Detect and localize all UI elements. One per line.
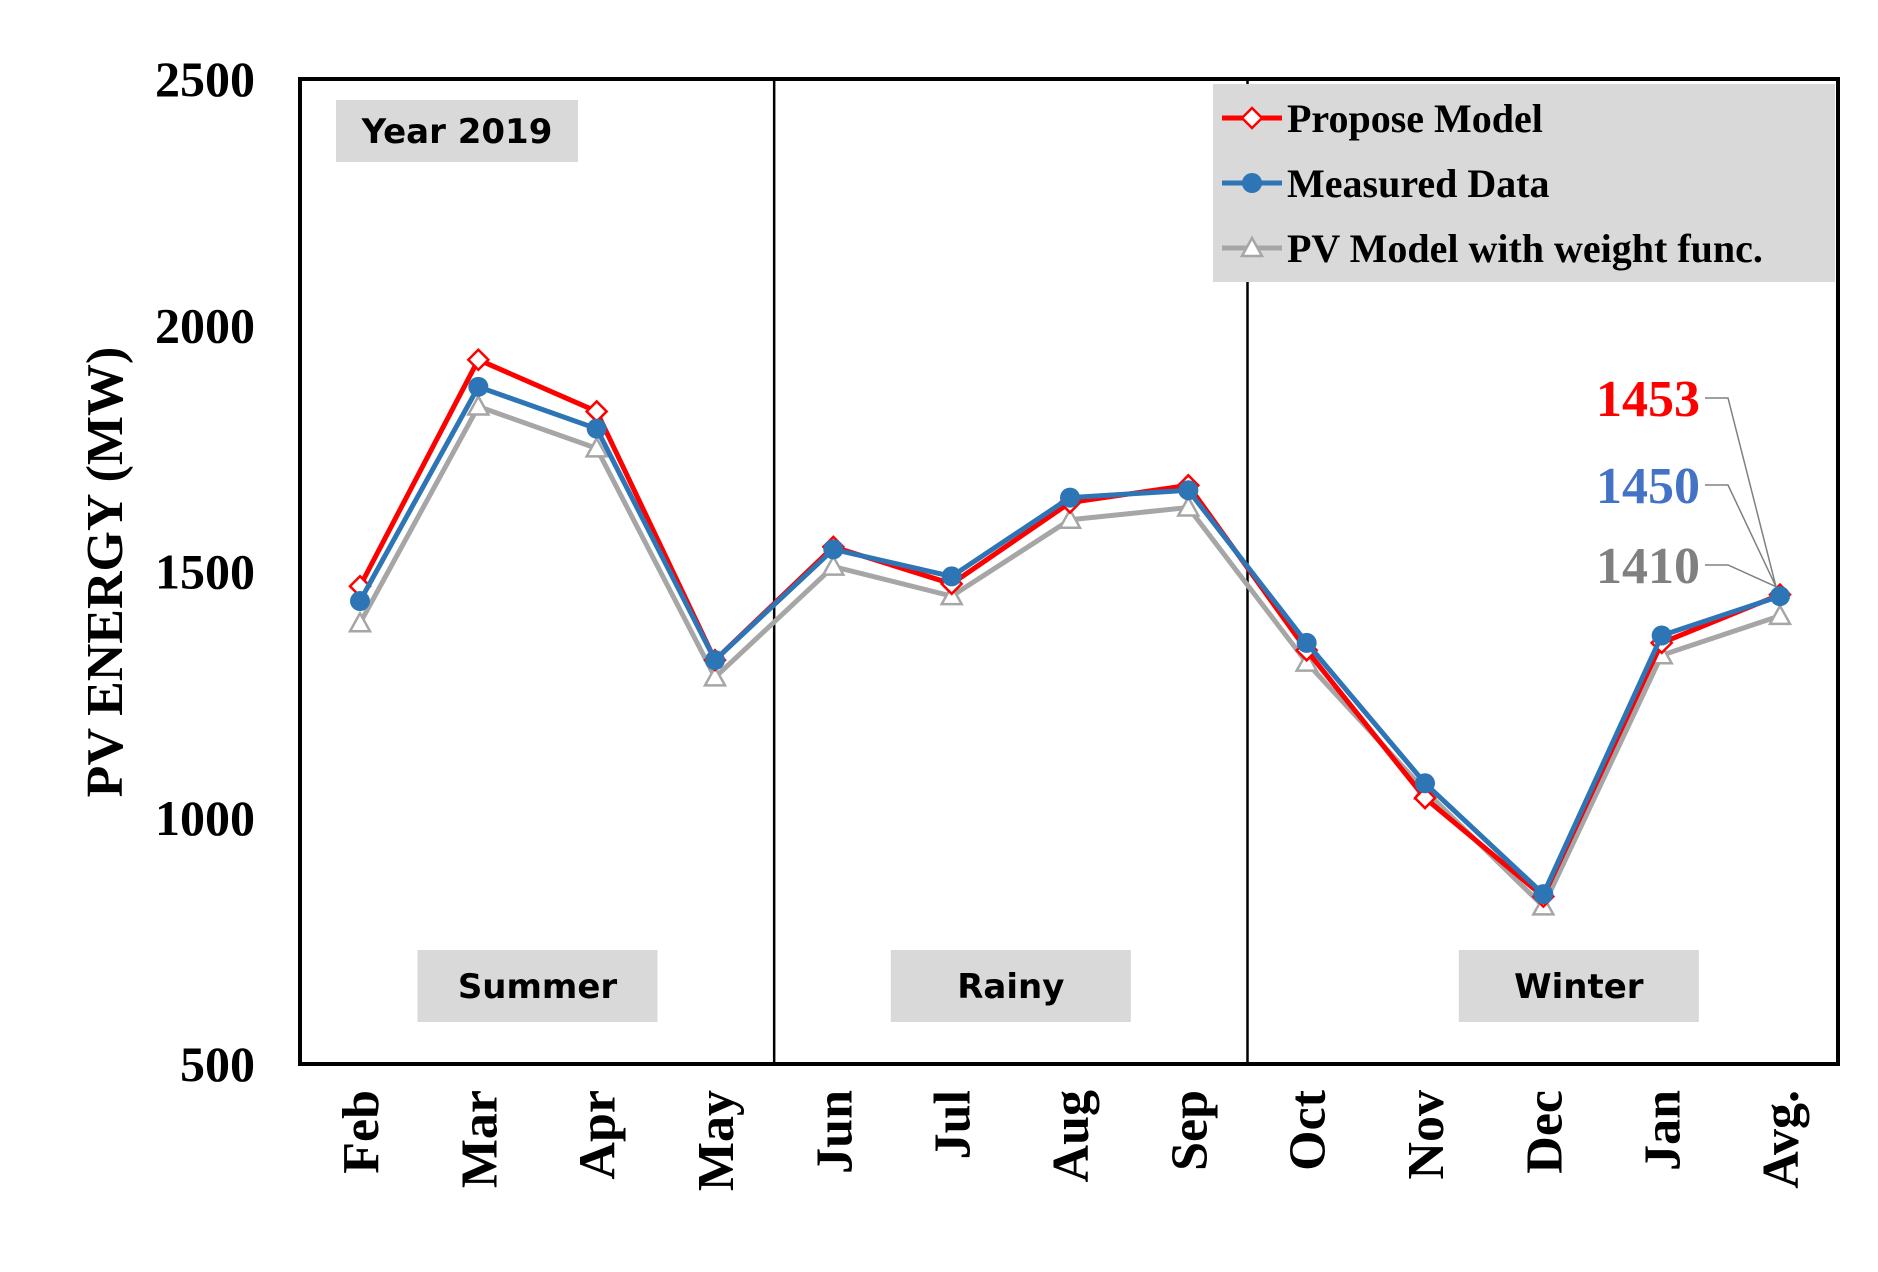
data-point [350, 591, 370, 612]
legend-entry: Propose Model [1222, 96, 1543, 141]
legend: Propose Model Measured Data PV Model with … [1213, 84, 1835, 282]
x-tick-label: Apr [570, 1090, 627, 1180]
season-label-summer: Summer [417, 950, 658, 1022]
leader-line [1705, 397, 1777, 587]
legend-box [1213, 84, 1835, 282]
avg-callout-1453: 1453 [1596, 371, 1777, 587]
y-axis-title: PV ENERGY (MW) [77, 347, 134, 798]
data-point [1176, 494, 1201, 517]
plot-frame [298, 77, 1840, 1066]
leader-line [1705, 564, 1777, 588]
data-point [466, 393, 491, 416]
data-point [466, 347, 491, 372]
data-point [1651, 625, 1672, 646]
series-line [357, 404, 1781, 909]
data-point [823, 539, 844, 560]
data-point [1767, 603, 1793, 626]
y-tick-label: 500 [180, 1036, 255, 1092]
avg-value-label: 1453 [1596, 371, 1700, 428]
legend-label: PV Model with weight func. [1287, 226, 1763, 271]
y-tick-label: 2500 [155, 51, 255, 107]
data-point [702, 664, 728, 687]
season-box [1458, 950, 1699, 1022]
data-point [1296, 632, 1317, 653]
data-point [1413, 786, 1437, 810]
y-tick-label: 2000 [155, 297, 255, 353]
data-point [1770, 586, 1790, 607]
x-tick-label: May [688, 1090, 745, 1191]
season-text: Rainy [957, 967, 1064, 1007]
data-point [1060, 487, 1080, 508]
season-label-winter: Winter [1458, 950, 1699, 1022]
legend-entry: PV Model with weight func. [1222, 226, 1763, 271]
data-point [584, 399, 609, 424]
data-point [1533, 884, 1554, 905]
avg-value-label: 1450 [1596, 458, 1700, 515]
data-point [1415, 773, 1435, 794]
data-point [1242, 173, 1262, 193]
x-tick-label: Dec [1516, 1090, 1573, 1174]
data-point [821, 554, 846, 576]
data-point [347, 610, 373, 633]
x-tick-label: Jan [1635, 1090, 1692, 1171]
x-tick-label: Feb [333, 1090, 390, 1174]
x-tick-label: Avg. [1753, 1090, 1810, 1189]
data-point [1057, 507, 1083, 530]
season-text: Summer [458, 967, 618, 1007]
data-point [584, 435, 609, 458]
season-label-rainy: Rainy [890, 950, 1131, 1022]
legend-label: Propose Model [1287, 96, 1543, 141]
data-point [705, 650, 725, 671]
season-box [890, 950, 1131, 1022]
data-point [586, 418, 607, 439]
series-layer [347, 347, 1793, 916]
x-tick-label: Oct [1280, 1089, 1337, 1171]
x-tick-label: Sep [1161, 1090, 1218, 1171]
axes-layer: 500 1000 1500 2000 2500 Feb Mar Apr May Jun Jul Aug… [77, 51, 1840, 1191]
data-point [1240, 106, 1264, 130]
x-tick-label: Jul [925, 1090, 982, 1159]
leader-line [1705, 484, 1777, 587]
season-text: Winter [1514, 967, 1644, 1007]
year-box [336, 100, 578, 162]
year-text: Year 2019 [361, 112, 553, 152]
y-tick-label: 1000 [155, 790, 255, 846]
avg-value-label: 1410 [1596, 538, 1700, 595]
annotation-layer: Summer Rainy Winter Year 2019 1453 1450 1410 [336, 100, 1777, 1022]
season-box [417, 950, 658, 1022]
avg-callout-1410: 1410 [1596, 538, 1777, 595]
data-point [468, 376, 489, 397]
x-tick-label: Mar [451, 1090, 508, 1188]
avg-callout-1450: 1450 [1596, 458, 1777, 587]
x-tick-label: Nov [1398, 1090, 1455, 1180]
series-line [357, 384, 1781, 897]
year-label: Year 2019 [336, 100, 578, 162]
data-point [1178, 480, 1199, 501]
data-point [1239, 235, 1265, 258]
x-tick-label: Jun [806, 1090, 863, 1174]
legend-entry: Measured Data [1222, 161, 1550, 206]
y-tick-label: 1500 [155, 544, 255, 600]
data-point [941, 566, 962, 587]
x-tick-label: Aug [1043, 1090, 1100, 1182]
series-measured-data [350, 376, 1790, 905]
legend-label: Measured Data [1287, 161, 1550, 206]
